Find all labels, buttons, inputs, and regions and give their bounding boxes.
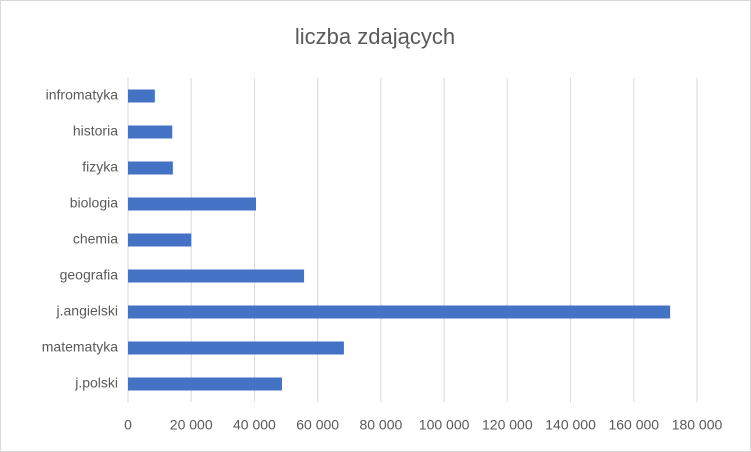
- bar: [128, 89, 155, 103]
- x-tick-label: 0: [124, 417, 132, 433]
- y-tick-label: infromatyka: [46, 87, 119, 103]
- bar: [128, 269, 305, 283]
- x-tick-label: 100 000: [419, 417, 470, 433]
- x-tick-label: 60 000: [296, 417, 339, 433]
- bar: [128, 341, 344, 355]
- bar: [128, 233, 192, 247]
- bar: [128, 305, 671, 319]
- y-tick-label: chemia: [73, 231, 118, 247]
- x-tick-label: 120 000: [482, 417, 533, 433]
- y-tick-label: fizyka: [82, 159, 118, 175]
- bar: [128, 125, 173, 139]
- x-tick-label: 180 000: [672, 417, 723, 433]
- bar: [128, 197, 257, 211]
- y-tick-label: historia: [73, 123, 118, 139]
- x-tick-label: 80 000: [359, 417, 402, 433]
- x-tick-label: 160 000: [608, 417, 659, 433]
- y-tick-label: biologia: [70, 195, 118, 211]
- bar: [128, 161, 173, 175]
- x-tick-label: 40 000: [233, 417, 276, 433]
- chart-title: liczba zdających: [295, 24, 455, 49]
- y-tick-label: matematyka: [42, 339, 118, 355]
- x-tick-label: 140 000: [545, 417, 596, 433]
- y-tick-label: j.angielski: [56, 303, 118, 319]
- bar: [128, 377, 282, 391]
- x-tick-label: 20 000: [170, 417, 213, 433]
- y-tick-label: j.polski: [74, 375, 118, 391]
- y-tick-label: geografia: [60, 267, 119, 283]
